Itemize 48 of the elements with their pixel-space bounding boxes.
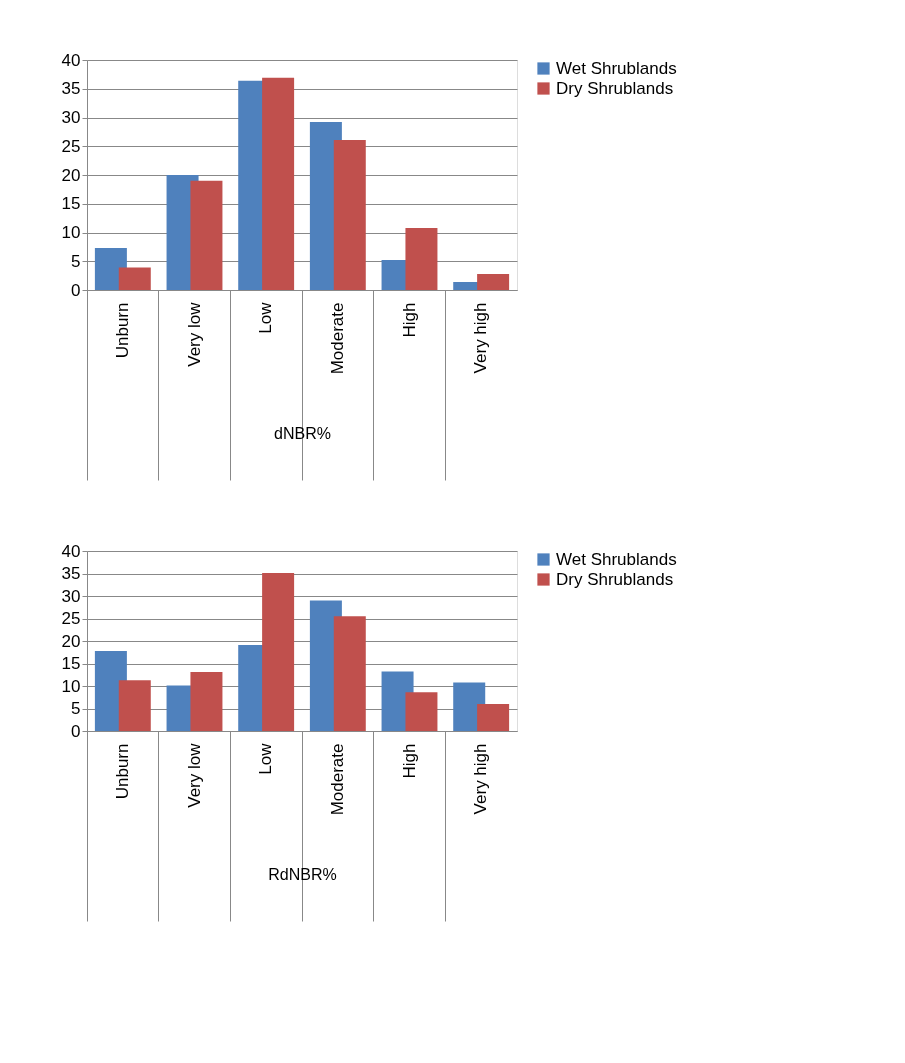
bar bbox=[262, 77, 295, 290]
x-axis-title: RdNBR% bbox=[268, 866, 337, 883]
x-tick-label: Very low bbox=[184, 301, 204, 367]
bar bbox=[405, 227, 438, 290]
bar bbox=[262, 573, 295, 731]
x-axis-title: dNBR% bbox=[274, 425, 331, 442]
x-tick-label: Low bbox=[256, 301, 276, 334]
y-tick-label: 10 bbox=[61, 676, 81, 696]
y-tick-label: 15 bbox=[61, 654, 81, 673]
y-tick-label: 5 bbox=[71, 251, 81, 271]
bar bbox=[333, 139, 366, 290]
y-tick-label: 40 bbox=[61, 50, 81, 70]
x-tick-label: High bbox=[399, 302, 419, 338]
y-tick-label: 30 bbox=[61, 586, 81, 606]
x-tick-label: Very low bbox=[184, 742, 204, 808]
bar bbox=[405, 692, 438, 731]
x-tick-label: Moderate bbox=[327, 743, 347, 816]
bar bbox=[477, 704, 510, 731]
y-tick-label: 30 bbox=[61, 108, 81, 127]
y-tick-label: 10 bbox=[61, 223, 81, 242]
y-tick-label: 25 bbox=[61, 609, 81, 628]
y-tick-label: 35 bbox=[61, 564, 81, 583]
x-tick-label: Unburn bbox=[112, 302, 132, 359]
x-tick-label: Low bbox=[256, 742, 276, 775]
y-tick-label: 35 bbox=[61, 79, 81, 99]
y-tick-label: 40 bbox=[61, 541, 81, 561]
x-tick-label: Very high bbox=[471, 302, 491, 374]
legend-label: Dry Shrublands bbox=[556, 78, 674, 98]
y-tick-label: 0 bbox=[71, 280, 81, 300]
x-tick-label: Moderate bbox=[327, 302, 347, 375]
y-tick-label: 20 bbox=[61, 631, 81, 651]
x-tick-label: Unburn bbox=[112, 743, 132, 800]
y-tick-label: 20 bbox=[61, 165, 81, 185]
y-tick-label: 0 bbox=[71, 721, 81, 741]
bar bbox=[333, 616, 366, 731]
y-tick-label: 5 bbox=[71, 699, 81, 718]
legend-label: Wet Shrublands bbox=[556, 58, 677, 78]
x-tick-label: High bbox=[399, 743, 419, 779]
y-tick-label: 25 bbox=[61, 136, 81, 156]
bar bbox=[190, 180, 223, 290]
y-tick-label: 15 bbox=[61, 194, 81, 214]
legend-label: Dry Shrublands bbox=[556, 569, 674, 589]
bar bbox=[118, 680, 151, 731]
bar bbox=[477, 273, 510, 290]
bar bbox=[118, 267, 151, 290]
bar bbox=[190, 672, 223, 731]
x-tick-label: Very high bbox=[471, 743, 491, 815]
legend-label: Wet Shrublands bbox=[556, 549, 677, 569]
